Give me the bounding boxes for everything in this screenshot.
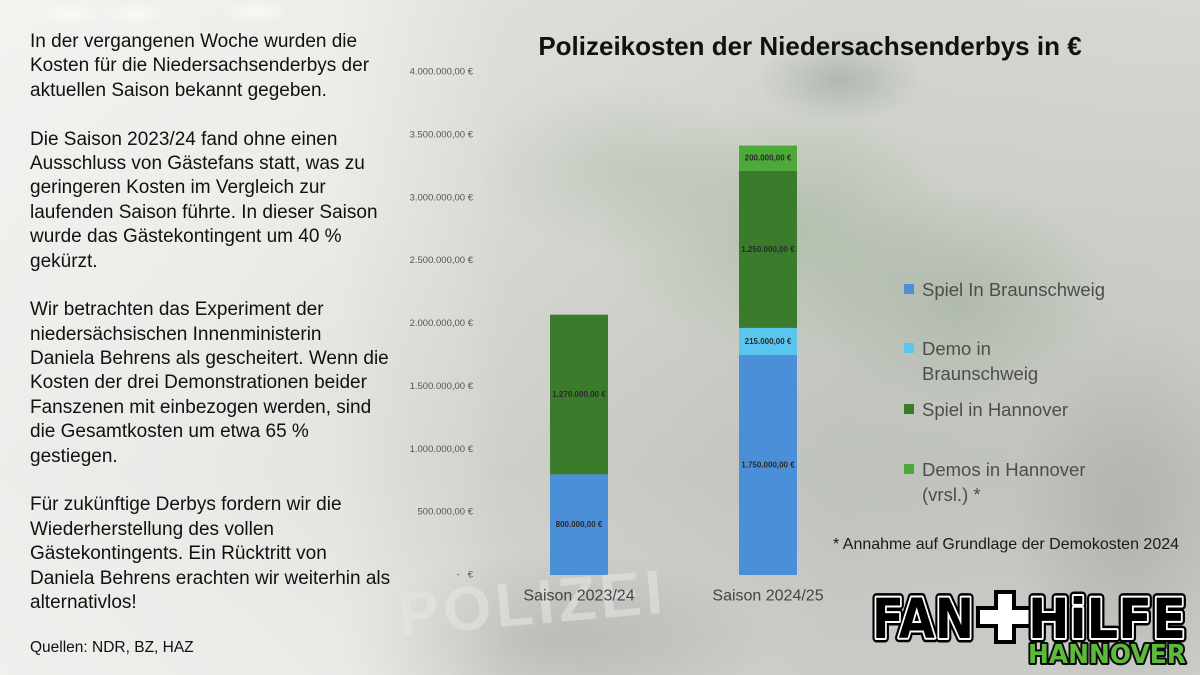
logo-word-right-outline: HiLFE (1028, 588, 1186, 651)
y-tick-label: 2.500.000,00 € (410, 255, 474, 266)
intro-text: In der vergangenen Woche wurden die Kost… (30, 30, 390, 640)
y-tick-label: 3.000.000,00 € (410, 192, 474, 203)
bar-segment (550, 314, 608, 475)
legend-swatch (904, 464, 914, 474)
legend-label: Spiel In Braunschweig (922, 278, 1106, 300)
text-line: In der vergangenen Woche wurden die (30, 31, 358, 52)
paragraph-assessment: Wir betrachten das Experiment der nieder… (30, 298, 390, 469)
data-label: 800.000,00 € (556, 520, 603, 529)
text-line: Wir betrachten das Experiment der (30, 299, 324, 321)
logo-word-left-outline: FAN (872, 588, 974, 651)
bar-segment (739, 327, 797, 355)
y-tick-label: 1.000.000,00 € (410, 444, 474, 455)
legend-label: Spiel in Hannover (922, 398, 1069, 420)
text-line: Kosten für die Niedersachsenderbys der (30, 55, 370, 77)
text-line: wurde das Gästekontingent um 40 % (30, 226, 342, 248)
legend-item-spiel-braunschweig: Spiel In Braunschweig (903, 277, 1113, 302)
bar-segment (550, 474, 608, 575)
y-tick-label: 4.000.000,00 € (410, 67, 474, 78)
x-tick-label: Saison 2024/25 (712, 588, 823, 605)
y-tick-label: 2.000.000,00 € (410, 318, 474, 329)
legend-swatch (904, 284, 914, 294)
text-line: geringeren Kosten im Vergleich zur (30, 177, 326, 199)
text-line: Kosten der drei Demonstrationen beider (30, 372, 367, 394)
text-line: Für zukünftige Derbys fordern wir die (30, 494, 342, 516)
sources-note: Quellen: NDR, BZ, HAZ (30, 639, 194, 656)
text-line: Die Saison 2023/24 fand ohne einen (30, 128, 338, 150)
x-tick-label: Saison 2023/24 (523, 588, 634, 605)
bar-segment (739, 170, 797, 328)
logo-city: HANNOVER (1028, 640, 1186, 670)
text-line: Fanszenen mit einbezogen werden, sind (30, 396, 372, 418)
legend-label: Demo in Braunschweig (922, 337, 1039, 384)
text-line: Gästekontingents. Ein Rücktritt von (30, 543, 327, 565)
data-label: 1.270.000,00 € (552, 390, 606, 399)
y-tick-label: 500.000,00 € (418, 507, 474, 518)
y-tick-label: 1.500.000,00 € (410, 381, 474, 392)
data-label: 215.000,00 € (745, 337, 792, 346)
data-label: 200.000,00 € (745, 154, 792, 163)
text-line: gestiegen. (30, 445, 118, 467)
fanhilfe-hannover-logo: FAN FAN HiLFE HiLFE HANNOVER (868, 588, 1191, 670)
stacked-bar-chart: 4.000.000,00 € 3.500.000,00 € 3.000.000,00… (410, 67, 824, 605)
text-line: Daniela Behrens als gescheitert. Wenn di… (30, 348, 389, 370)
text-line: gekürzt. (30, 250, 98, 272)
text-line: Ausschluss von Gästefans statt, was zu (30, 152, 365, 174)
text-line: alternativlos! (30, 591, 137, 613)
text-line: laufenden Saison führte. In dieser Saiso… (30, 201, 378, 223)
text-line: Wiederherstellung des vollen (30, 518, 274, 540)
y-tick-label: 3.500.000,00 € (410, 129, 474, 140)
legend-swatch (904, 404, 914, 414)
text-line: niedersächsischen Innenministerin (30, 323, 322, 345)
footnote: * Annahme auf Grundlage der Demokosten 2… (833, 536, 1180, 553)
data-label: 1.750.000,00 € (741, 460, 795, 469)
y-tick-label: - € (457, 570, 474, 581)
logo-word-left: FAN (872, 588, 974, 651)
legend-swatch (904, 343, 914, 353)
legend-item-demo-braunschweig: Demo in Braunschweig (903, 336, 1113, 386)
bar-segment (739, 354, 797, 575)
bar-segment (739, 145, 797, 171)
paragraph-demands: Für zukünftige Derbys fordern wir die Wi… (30, 493, 390, 615)
text-line: Daniela Behrens erachten wir weiterhin a… (30, 567, 391, 589)
text-line: die Gesamtkosten um etwa 65 % (30, 421, 309, 443)
text-line: aktuellen Saison bekannt gegeben. (30, 79, 327, 101)
legend-item-demos-hannover: Demos in Hannover (vrsl.) * (903, 457, 1113, 507)
logo-word-right: HiLFE (1028, 588, 1186, 651)
paragraph-season-comparison: Die Saison 2023/24 fand ohne einen Aussc… (30, 128, 390, 274)
legend-label: Demos in Hannover (vrsl.) * (922, 458, 1086, 505)
legend-item-spiel-hannover: Spiel in Hannover (903, 397, 1113, 422)
chart-title: Polizeikosten der Niedersachsenderbys in… (538, 31, 1082, 61)
paragraph-announcement: In der vergangenen Woche wurden die Kost… (30, 30, 390, 103)
data-label: 1.250.000,00 € (741, 245, 795, 254)
cross-icon (976, 590, 1034, 644)
